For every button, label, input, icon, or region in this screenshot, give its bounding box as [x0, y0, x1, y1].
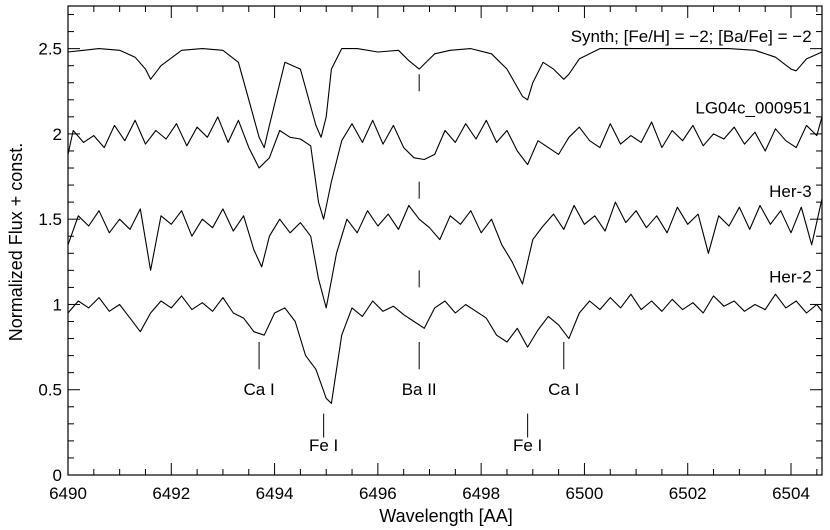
line-id-label-4: Fe I	[513, 436, 542, 455]
line-id-label-3: Ba II	[402, 380, 437, 399]
series-label-2: LG04c_000951	[695, 98, 811, 117]
spectrum-line-1	[67, 48, 823, 149]
spectrum-line-4	[67, 293, 823, 404]
spectrum-line-3	[67, 198, 823, 309]
spectrum-line-2	[67, 116, 823, 220]
series-label-1: Synth; [Fe/H] = −2; [Ba/Fe] = −2	[571, 27, 812, 46]
x-tick-label-7: 6504	[772, 484, 810, 503]
x-tick-label-1: 6492	[152, 484, 190, 503]
line-id-label-2: Fe I	[309, 436, 338, 455]
x-tick-label-5: 6500	[566, 484, 604, 503]
x-tick-label-6: 6502	[669, 484, 707, 503]
plot-frame	[67, 5, 823, 476]
line-id-label-1: Ca I	[243, 380, 274, 399]
y-tick-label-5: 2.5	[38, 40, 62, 59]
y-axis-label: Normalized Flux + const.	[6, 143, 26, 342]
y-tick-label-1: 0.5	[38, 381, 62, 400]
annotation-layer: Synth; [Fe/H] = −2; [Ba/Fe] = −2 LG04c_00…	[243, 27, 811, 455]
series-label-4: Her-2	[769, 267, 812, 286]
x-tick-label-2: 6494	[256, 484, 294, 503]
axes-layer: 6490 6492 6494 6496 6498 6500 6502 6504 0 0.5 1 1.5…	[38, 5, 823, 503]
x-tick-label-3: 6496	[359, 484, 397, 503]
y-tick-label-2: 1	[53, 295, 62, 314]
x-axis-label: Wavelength [AA]	[379, 506, 512, 526]
y-tick-label-0: 0	[53, 466, 62, 485]
series-label-3: Her-3	[769, 182, 812, 201]
series-layer	[67, 48, 823, 404]
line-id-label-5: Ca I	[548, 380, 579, 399]
x-tick-label-0: 6490	[49, 484, 87, 503]
y-tick-label-4: 2	[53, 125, 62, 144]
y-tick-label-3: 1.5	[38, 210, 62, 229]
x-tick-label-4: 6498	[462, 484, 500, 503]
